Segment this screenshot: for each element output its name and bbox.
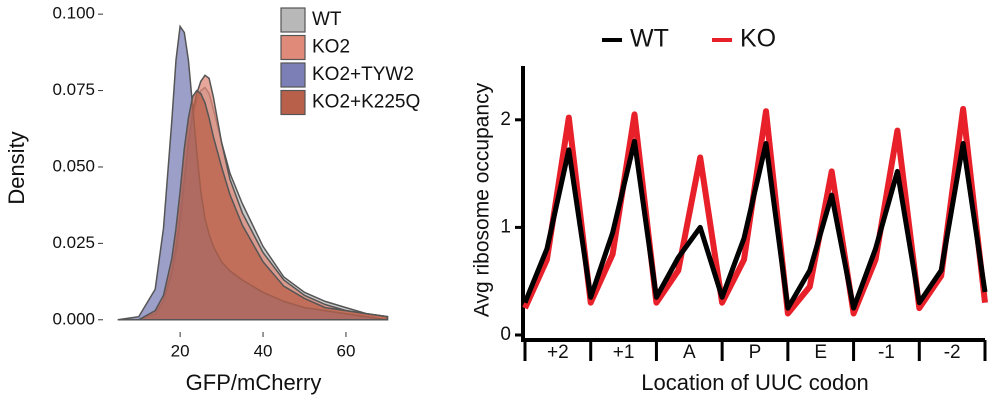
y-tick-label: 0.050: [52, 156, 95, 175]
y-axis-label: Density: [4, 131, 29, 204]
x-category-label: -2: [944, 342, 961, 363]
x-tick-label: 40: [254, 341, 273, 360]
x-category-label: -1: [878, 342, 895, 363]
y-tick-label: 0.075: [52, 80, 95, 99]
legend-label: WT: [630, 25, 669, 53]
y-tick-label: 0: [500, 324, 511, 345]
y-tick-label: 0.100: [52, 4, 95, 23]
legend-swatch: [280, 34, 306, 61]
legend-label: WT: [312, 9, 342, 30]
y-tick-label: 0.000: [52, 309, 95, 328]
y-tick-label: 1: [500, 216, 511, 237]
legend-swatch: [280, 7, 306, 33]
x-category-label: E: [814, 342, 827, 363]
x-category-label: A: [683, 342, 696, 363]
x-tick-label: 60: [336, 341, 355, 360]
legend-label: KO: [740, 25, 776, 53]
legend-label: KO2: [312, 37, 350, 58]
x-tick-label: 20: [171, 341, 190, 360]
density-area: [117, 89, 389, 321]
x-axis-label: Location of UUC codon: [641, 370, 868, 395]
legend-label: KO2+TYW2: [312, 64, 414, 85]
legend-swatch: [280, 62, 306, 88]
x-category-label: P: [749, 342, 762, 363]
x-category-label: +1: [613, 342, 635, 363]
y-tick-label: 2: [500, 109, 511, 130]
x-category-label: +2: [547, 342, 569, 363]
y-axis-label: Avg ribosome occupancy: [471, 82, 494, 317]
legend-label: KO2+K225Q: [312, 92, 420, 113]
y-tick-label: 0.025: [52, 233, 95, 252]
series-line: [522, 138, 988, 311]
x-axis-label: GFP/mCherry: [186, 370, 322, 395]
legend-swatch: [280, 89, 306, 116]
